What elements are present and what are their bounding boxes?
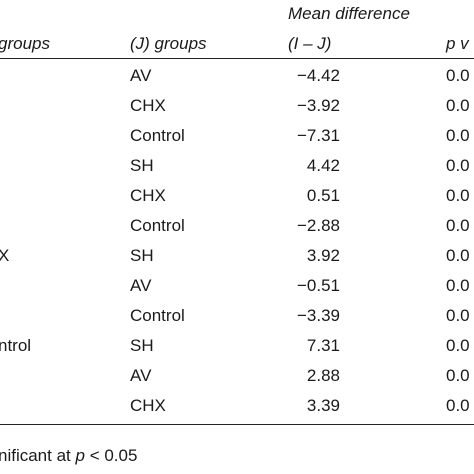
mean-difference-cell: 3.92	[306, 246, 340, 265]
mean-difference-cell: −7.31	[296, 126, 340, 145]
mean-difference-cell: 4.42	[306, 156, 340, 175]
mean-difference-cell: −4.42	[296, 66, 340, 85]
mean-difference-cell: −2.88	[296, 216, 340, 235]
p-value-cell: 0.0	[446, 246, 470, 265]
j-group-cell: Control	[130, 306, 185, 325]
p-value-cell: 0.0	[446, 66, 470, 85]
j-group-cell: CHX	[130, 96, 166, 115]
j-group-cell: CHX	[130, 396, 166, 415]
mean-difference-header-line2: (I – J)	[288, 34, 332, 53]
p-value-cell: 0.0	[446, 396, 470, 415]
mean-difference-cell: 3.39	[306, 396, 340, 415]
i-group-cell: X	[0, 246, 10, 265]
p-value-cell: 0.0	[446, 126, 470, 145]
table-row: Control −3.39 0.0	[0, 306, 474, 336]
j-group-cell: AV	[130, 276, 152, 295]
footnote: nificant at p < 0.05	[0, 446, 137, 466]
table-row: AV 2.88 0.0	[0, 366, 474, 396]
mean-difference-cell: −0.51	[296, 276, 340, 295]
table-row: Control −2.88 0.0	[0, 216, 474, 246]
i-groups-header: groups	[0, 34, 50, 53]
j-groups-header: (J) groups	[130, 34, 207, 53]
mean-difference-header-line1: Mean difference	[288, 4, 410, 23]
table-row: ntrol SH 7.31 0.0	[0, 336, 474, 366]
table-row: CHX 0.51 0.0	[0, 186, 474, 216]
footnote-p: p	[75, 446, 85, 465]
p-value-cell: 0.0	[446, 96, 470, 115]
j-group-cell: AV	[130, 366, 152, 385]
table-row: CHX −3.92 0.0	[0, 96, 474, 126]
j-group-cell: AV	[130, 66, 152, 85]
p-value-cell: 0.0	[446, 186, 470, 205]
j-group-cell: SH	[130, 156, 154, 175]
footnote-prefix: nificant at	[0, 446, 76, 465]
table-bottom-rule	[0, 424, 474, 425]
p-value-cell: 0.0	[446, 276, 470, 295]
p-value-cell: 0.0	[446, 306, 470, 325]
mean-difference-cell: 0.51	[306, 186, 340, 205]
mean-difference-cell: −3.39	[296, 306, 340, 325]
header-rule	[0, 58, 474, 59]
table-row: SH 4.42 0.0	[0, 156, 474, 186]
p-value-cell: 0.0	[446, 216, 470, 235]
j-group-cell: SH	[130, 246, 154, 265]
p-value-cell: 0.0	[446, 336, 470, 355]
j-group-cell: SH	[130, 336, 154, 355]
p-value-cell: 0.0	[446, 156, 470, 175]
mean-difference-cell: 2.88	[306, 366, 340, 385]
p-value-header: p v	[446, 34, 469, 53]
j-group-cell: CHX	[130, 186, 166, 205]
footnote-suffix: < 0.05	[84, 446, 138, 465]
i-group-cell: ntrol	[0, 336, 32, 355]
mean-difference-cell: 7.31	[306, 336, 340, 355]
table-row: X SH 3.92 0.0	[0, 246, 474, 276]
j-group-cell: Control	[130, 126, 185, 145]
table-row: Control −7.31 0.0	[0, 126, 474, 156]
table-row: AV −4.42 0.0	[0, 66, 474, 96]
table-row: CHX 3.39 0.0	[0, 396, 474, 426]
mean-difference-cell: −3.92	[296, 96, 340, 115]
p-value-cell: 0.0	[446, 366, 470, 385]
j-group-cell: Control	[130, 216, 185, 235]
table-row: AV −0.51 0.0	[0, 276, 474, 306]
